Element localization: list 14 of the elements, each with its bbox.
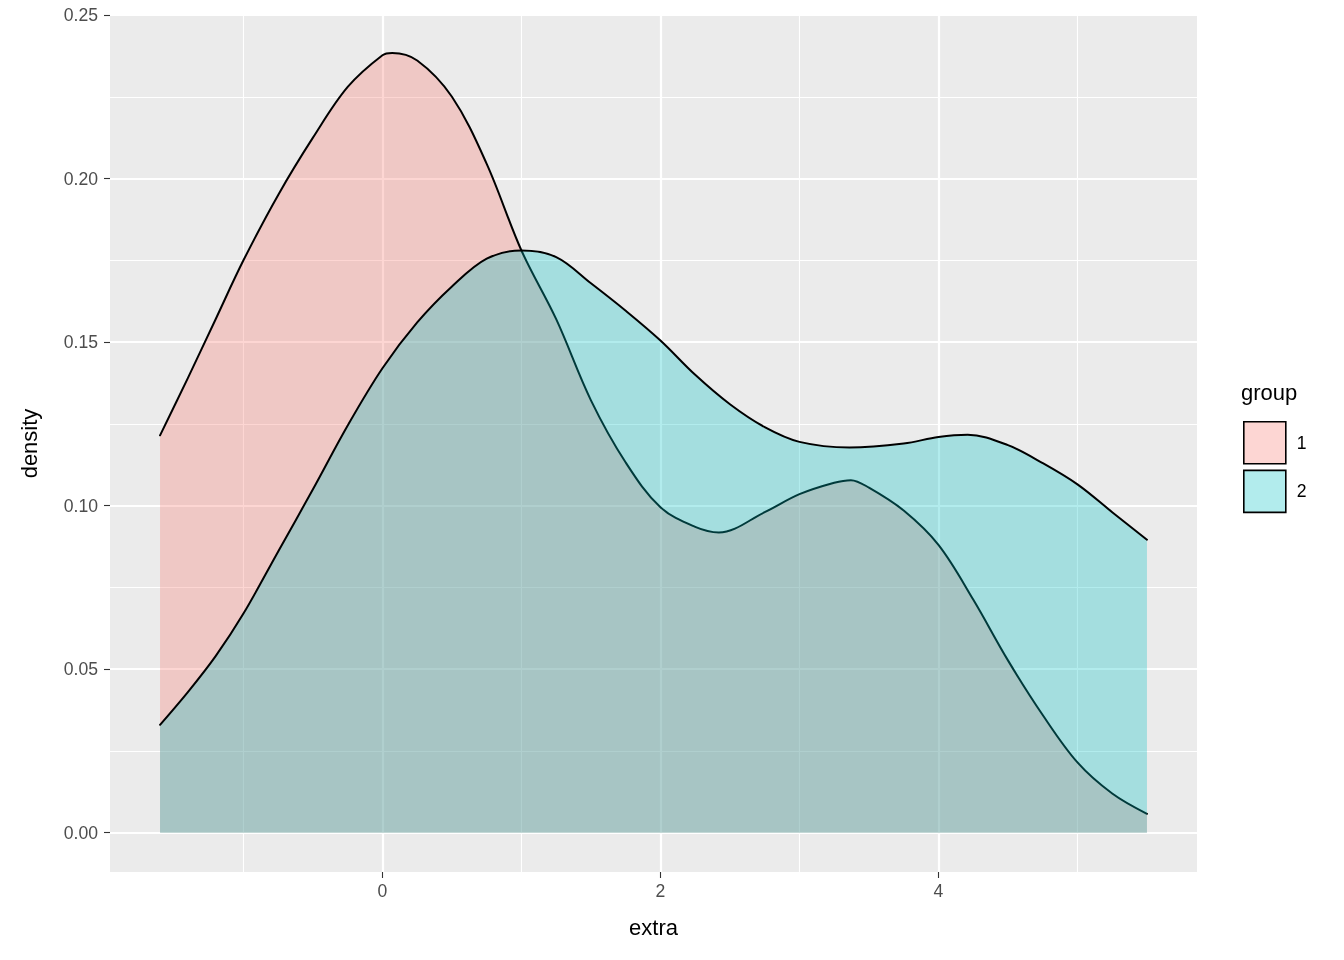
x-axis-title: extra bbox=[629, 914, 679, 940]
y-tick-label: 0.10 bbox=[63, 495, 99, 516]
y-tick-label: 0.05 bbox=[63, 659, 99, 680]
legend-label: 1 bbox=[1296, 432, 1307, 453]
x-tick-label: 4 bbox=[933, 881, 944, 901]
x-tick-label: 0 bbox=[377, 881, 388, 901]
y-tick-label: 0.20 bbox=[63, 168, 99, 189]
y-tick-label: 0.15 bbox=[63, 332, 99, 353]
legend-label: 2 bbox=[1296, 481, 1307, 502]
y-axis-title: density bbox=[16, 408, 42, 479]
y-tick-label: 0.25 bbox=[63, 5, 99, 25]
legend-title: group bbox=[1241, 379, 1298, 405]
x-tick-label: 2 bbox=[655, 881, 666, 901]
y-tick-label: 0.00 bbox=[63, 822, 99, 843]
